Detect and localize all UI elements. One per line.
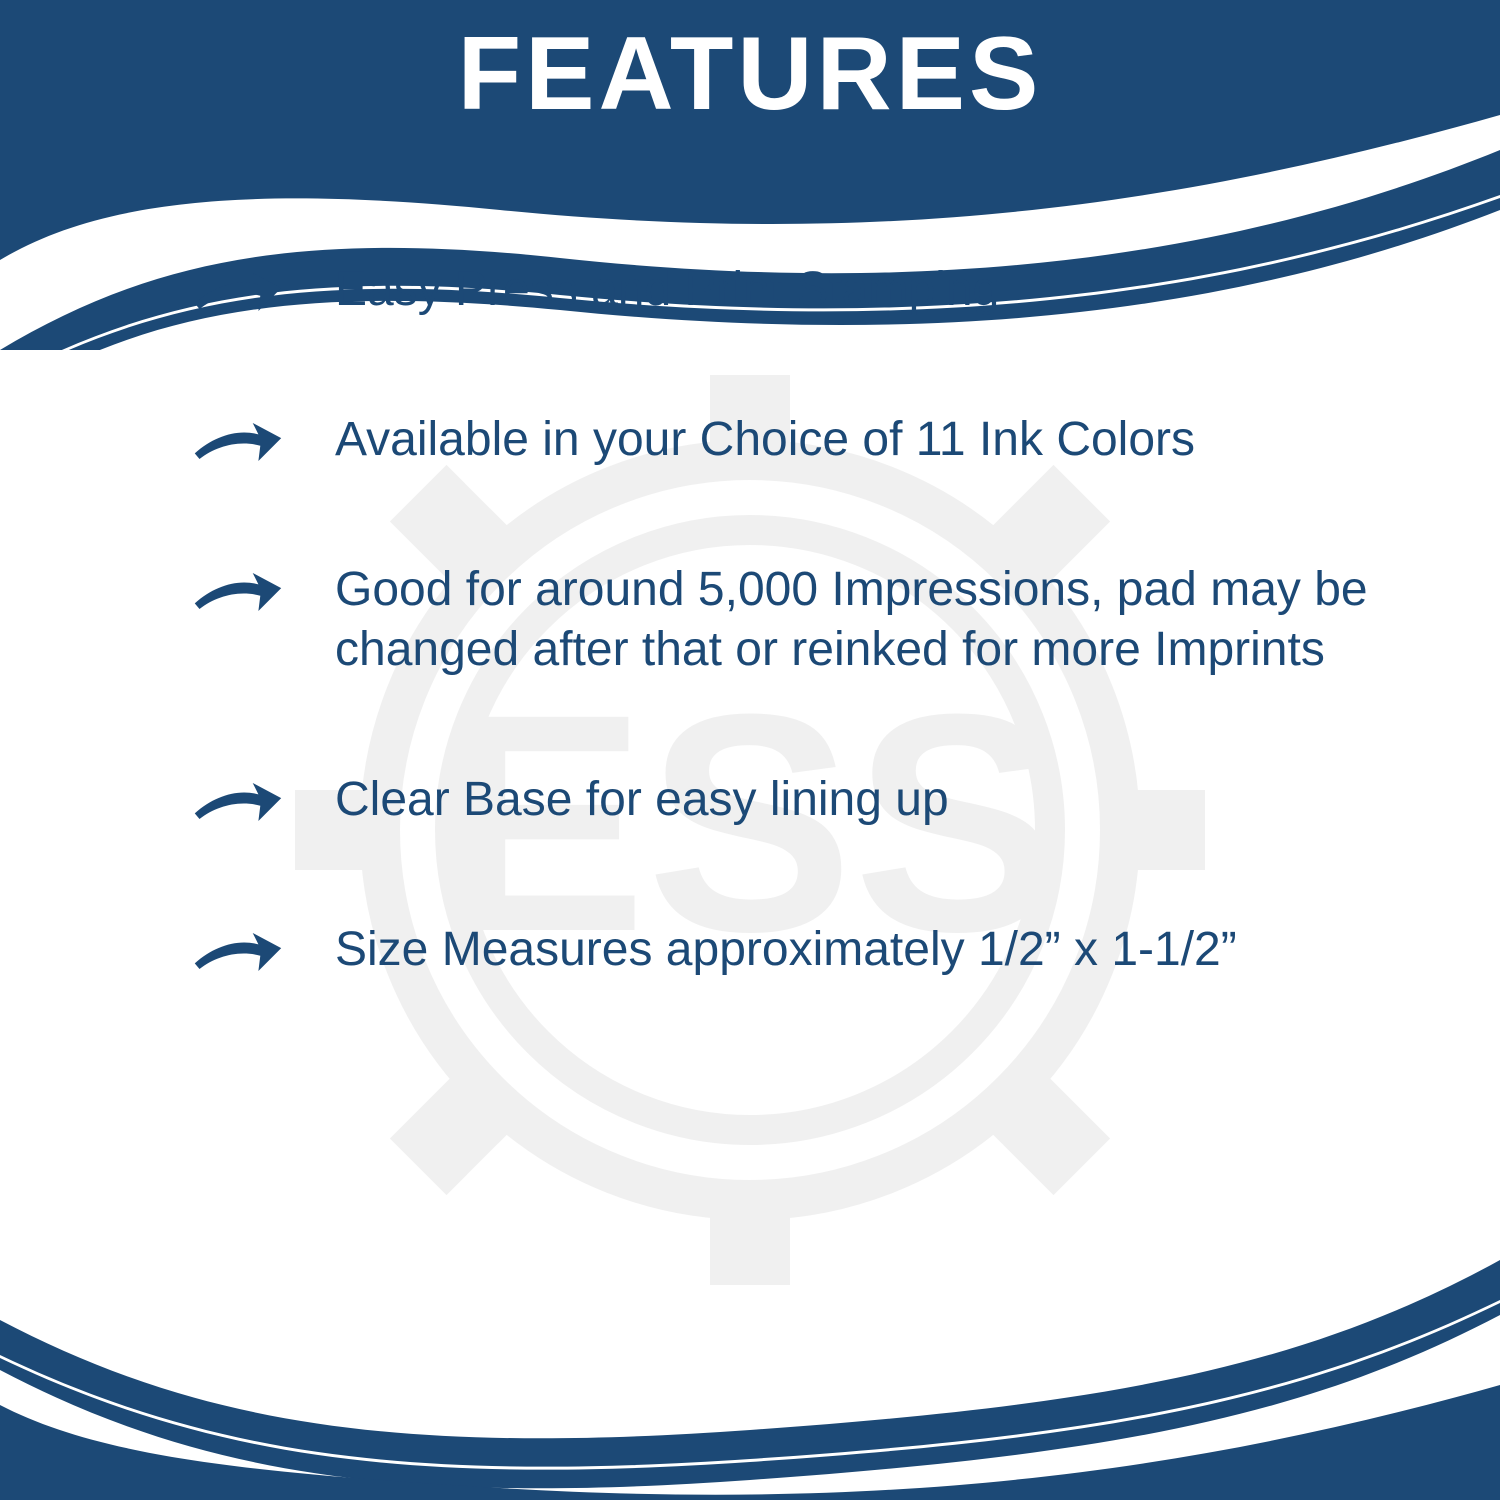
feature-text: Clear Base for easy lining up bbox=[335, 770, 949, 830]
arrow-icon bbox=[190, 927, 285, 980]
feature-list: Easy Press and Print Stamping Available … bbox=[190, 260, 1370, 1070]
feature-item: Easy Press and Print Stamping bbox=[190, 260, 1370, 320]
arrow-icon bbox=[190, 777, 285, 830]
feature-item: Size Measures approximately 1/2” x 1-1/2… bbox=[190, 920, 1370, 980]
feature-item: Clear Base for easy lining up bbox=[190, 770, 1370, 830]
arrow-icon bbox=[190, 417, 285, 470]
feature-item: Good for around 5,000 Impressions, pad m… bbox=[190, 560, 1370, 680]
bottom-wave-band bbox=[0, 1260, 1500, 1500]
feature-text: Available in your Choice of 11 Ink Color… bbox=[335, 410, 1195, 470]
feature-text: Good for around 5,000 Impressions, pad m… bbox=[335, 560, 1370, 680]
feature-text: Easy Press and Print Stamping bbox=[335, 260, 999, 320]
feature-item: Available in your Choice of 11 Ink Color… bbox=[190, 410, 1370, 470]
arrow-icon bbox=[190, 567, 285, 620]
arrow-icon bbox=[190, 267, 285, 320]
feature-text: Size Measures approximately 1/2” x 1-1/2… bbox=[335, 920, 1237, 980]
page-title: FEATURES bbox=[0, 0, 1500, 134]
